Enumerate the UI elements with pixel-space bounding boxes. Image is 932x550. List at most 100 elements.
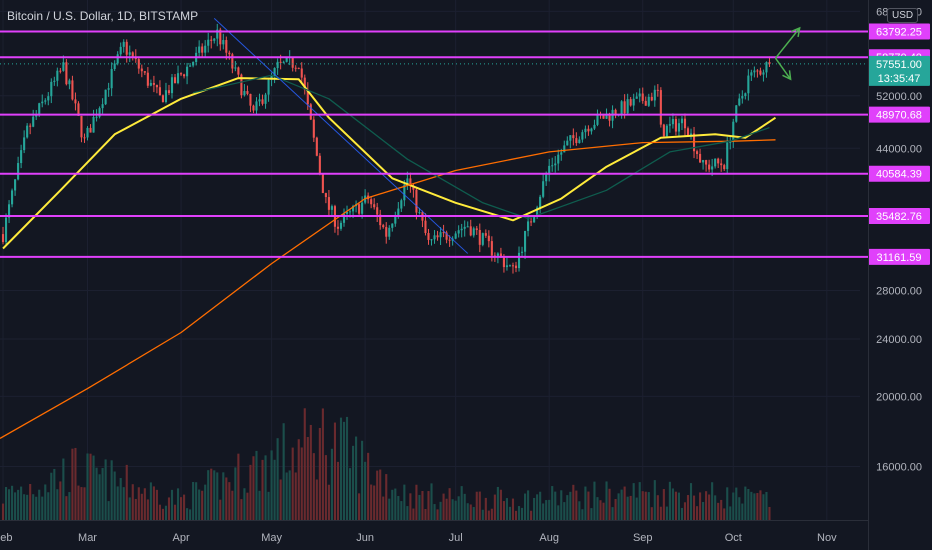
candle-body bbox=[41, 101, 44, 104]
volume-bar bbox=[11, 485, 14, 520]
volume-bar bbox=[345, 416, 349, 520]
volume-bar bbox=[252, 456, 255, 520]
volume-bar bbox=[89, 453, 92, 520]
candle-body bbox=[149, 82, 152, 86]
volume-bar bbox=[747, 488, 750, 520]
candle-body bbox=[466, 226, 469, 228]
candle-body bbox=[240, 74, 243, 96]
candle-body bbox=[1, 234, 5, 243]
volume-bar bbox=[723, 508, 726, 520]
volume-bar bbox=[409, 493, 412, 520]
candle-body bbox=[89, 127, 92, 133]
candle-body bbox=[496, 253, 499, 256]
volume-bar bbox=[379, 469, 382, 520]
candle-body bbox=[744, 93, 747, 97]
candle-body bbox=[83, 137, 86, 139]
volume-bar bbox=[29, 484, 32, 520]
candle-body bbox=[161, 95, 165, 102]
candle-body bbox=[297, 67, 300, 69]
volume-bar bbox=[342, 421, 346, 520]
candle-body bbox=[578, 139, 581, 144]
price-axis[interactable] bbox=[868, 0, 932, 550]
candle-body bbox=[415, 189, 418, 213]
volume-bar bbox=[83, 487, 86, 520]
level-price-label bbox=[868, 207, 930, 224]
volume-bar bbox=[575, 490, 578, 520]
candle-body bbox=[20, 150, 23, 164]
candle-body bbox=[714, 158, 717, 167]
candle-body bbox=[608, 113, 611, 121]
volume-bar bbox=[101, 468, 104, 520]
candle-body bbox=[140, 68, 143, 72]
candle-body bbox=[68, 80, 71, 85]
projection-arrow-head bbox=[791, 26, 801, 37]
volume-bar bbox=[367, 452, 370, 520]
candle-body bbox=[113, 63, 116, 70]
volume-bar bbox=[219, 499, 222, 520]
y-tick-label: 52000.00 bbox=[876, 91, 922, 103]
volume-bar bbox=[708, 494, 711, 520]
candle-body bbox=[74, 99, 77, 104]
volume-bar bbox=[273, 459, 276, 520]
candle-body bbox=[65, 62, 68, 85]
candle-body bbox=[186, 66, 189, 77]
volume-bar bbox=[134, 498, 137, 520]
volume-bar bbox=[496, 486, 499, 520]
volume-bar bbox=[312, 453, 315, 520]
candle-body bbox=[530, 221, 533, 223]
volume-bar bbox=[584, 486, 587, 520]
volume-bar bbox=[222, 472, 225, 520]
volume-bar bbox=[364, 461, 367, 520]
volume-bar bbox=[702, 501, 705, 520]
volume-bar bbox=[699, 492, 702, 520]
volume-bar bbox=[26, 494, 29, 520]
candle-body bbox=[101, 104, 104, 109]
volume-bar bbox=[86, 453, 89, 520]
volume-bar bbox=[210, 468, 213, 520]
candle-body bbox=[735, 105, 738, 122]
volume-bar bbox=[243, 488, 246, 520]
candle-body bbox=[164, 90, 168, 102]
candle-body bbox=[228, 52, 231, 55]
candle-body bbox=[71, 80, 74, 100]
volume-bar bbox=[735, 487, 738, 520]
candle-body bbox=[258, 99, 261, 102]
candle-body bbox=[264, 94, 267, 104]
volume-bar bbox=[358, 493, 361, 520]
candle-body bbox=[520, 251, 524, 253]
candle-body bbox=[439, 232, 442, 238]
candle-body bbox=[249, 93, 252, 106]
volume-bar bbox=[4, 487, 8, 520]
candle-body bbox=[699, 153, 702, 163]
candle-body bbox=[279, 61, 282, 63]
y-tick-label: 24000.00 bbox=[876, 334, 922, 346]
volume-bar bbox=[131, 484, 134, 520]
volume-bar bbox=[729, 506, 732, 520]
candle-body bbox=[487, 235, 490, 242]
volume-bar bbox=[382, 496, 385, 520]
volume-bar bbox=[680, 507, 684, 520]
candle-body bbox=[219, 29, 222, 45]
volume-bar bbox=[523, 493, 527, 520]
level-price-text: 35482.76 bbox=[876, 211, 922, 223]
projection-arrow[interactable] bbox=[774, 57, 792, 80]
currency-button[interactable]: USD bbox=[887, 8, 919, 23]
candle-body bbox=[294, 67, 297, 69]
yellow-ema-line bbox=[2, 77, 777, 250]
candle-body bbox=[662, 124, 665, 137]
volume-bar bbox=[415, 484, 418, 520]
candle-body bbox=[545, 174, 548, 182]
projection-arrow[interactable] bbox=[774, 27, 801, 59]
last-price-text: 57551.00 bbox=[876, 59, 922, 71]
volume-bar bbox=[424, 508, 427, 520]
volume-bar bbox=[285, 472, 288, 520]
volume-bar bbox=[717, 502, 720, 520]
volume-bar bbox=[608, 488, 611, 520]
volume-bar bbox=[17, 489, 20, 520]
volume-bar bbox=[569, 491, 572, 520]
volume-bar bbox=[623, 486, 626, 520]
volume-bar bbox=[373, 485, 376, 520]
volume-bar bbox=[457, 496, 460, 520]
